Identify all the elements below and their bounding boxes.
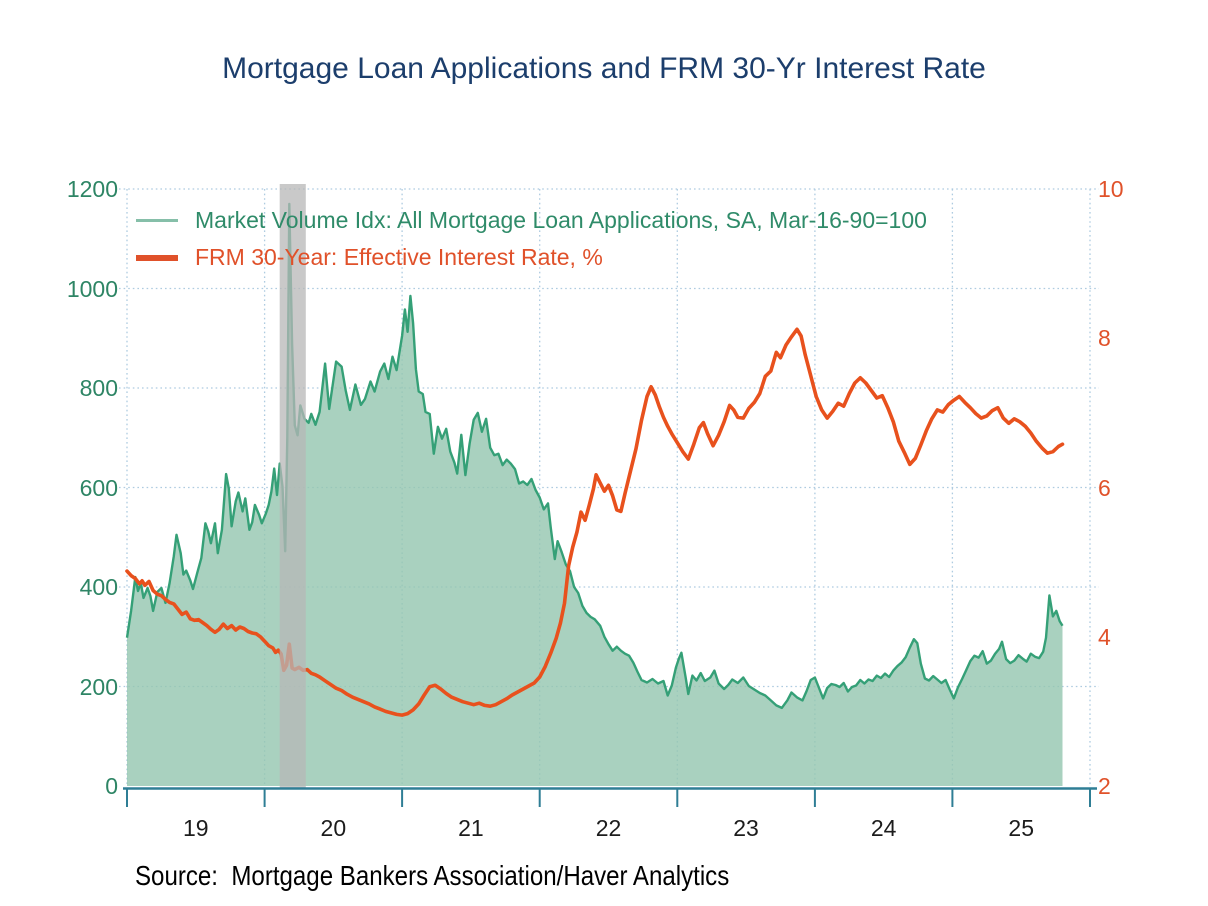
legend: Market Volume Idx: All Mortgage Loan App… (136, 202, 927, 276)
x-axis (123, 787, 1097, 807)
y-axis-right-tick-label: 10 (1098, 176, 1124, 202)
x-axis-tick-label: 24 (870, 815, 897, 841)
y-axis-left-tick-label: 1200 (66, 176, 118, 202)
x-axis-tick-label: 23 (733, 815, 759, 841)
y-axis-left-tick-label: 0 (105, 773, 118, 799)
x-axis-tick-label: 22 (595, 815, 622, 841)
recession-band (279, 184, 306, 788)
volume-area-series (125, 202, 1064, 786)
x-axis-tick-label: 19 (182, 815, 209, 841)
x-axis-tick-label: 20 (320, 815, 347, 841)
y-axis-right-tick-label: 8 (1098, 325, 1111, 352)
y-axis-right-tick-label: 6 (1098, 474, 1111, 501)
x-axis-tick-label: 21 (458, 815, 484, 841)
y-axis-left-tick-label: 800 (79, 375, 118, 401)
y-axis-right-tick-label: 4 (1098, 623, 1111, 650)
rate-line-series (125, 327, 1065, 717)
y-axis-left-tick-label: 1000 (66, 275, 118, 302)
legend-label-rate: FRM 30-Year: Effective Interest Rate, % (195, 244, 603, 270)
legend-item-volume: Market Volume Idx: All Mortgage Loan App… (136, 202, 927, 239)
y-axis-left-tick-label: 600 (79, 474, 118, 501)
legend-item-rate: FRM 30-Year: Effective Interest Rate, % (136, 239, 927, 276)
legend-label-volume: Market Volume Idx: All Mortgage Loan App… (195, 207, 927, 233)
x-axis-tick-label: 25 (1008, 815, 1034, 841)
y-axis-left-tick-label: 200 (79, 673, 118, 700)
orange-line-swatch-icon (136, 254, 178, 261)
y-axis-left-tick-label: 400 (79, 574, 118, 600)
chart-title: Mortgage Loan Applications and FRM 30-Yr… (222, 52, 986, 85)
green-line-swatch-icon (136, 219, 178, 222)
source-attribution: Source: Mortgage Bankers Association/Hav… (135, 860, 730, 891)
y-axis-right-tick-label: 2 (1098, 773, 1111, 799)
